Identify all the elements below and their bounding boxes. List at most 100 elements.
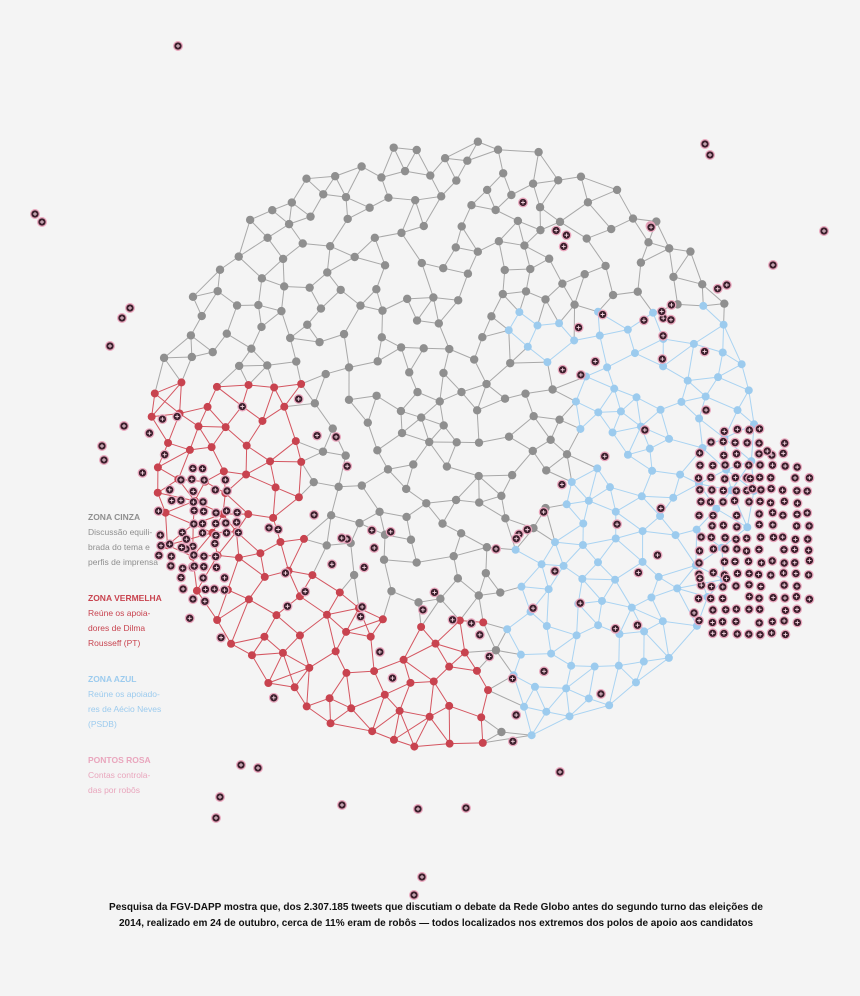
edge xyxy=(314,373,327,404)
robot-mark xyxy=(771,595,776,600)
node-gray xyxy=(493,145,503,154)
edge xyxy=(614,561,643,581)
node-red xyxy=(308,571,317,580)
edge xyxy=(179,406,208,414)
node-gray xyxy=(463,269,473,278)
edge xyxy=(351,694,385,709)
edge xyxy=(508,415,534,438)
edge xyxy=(485,547,488,574)
node-blue xyxy=(520,702,529,711)
edge xyxy=(340,289,361,307)
node-gray xyxy=(555,415,564,424)
edge xyxy=(326,592,341,615)
robot-mark xyxy=(190,466,195,471)
edge xyxy=(597,600,603,626)
edge xyxy=(717,376,749,391)
node-gray xyxy=(232,301,242,310)
node-gray xyxy=(355,518,364,528)
node-gray xyxy=(401,484,411,494)
edge xyxy=(400,347,410,373)
node-blue xyxy=(683,376,692,385)
edge xyxy=(574,335,600,341)
node-red xyxy=(297,380,306,389)
robot-mark xyxy=(756,572,761,577)
robot-mark xyxy=(721,499,726,504)
edge xyxy=(326,607,360,616)
node-gray xyxy=(419,344,428,353)
node-gray xyxy=(498,289,508,299)
node-blue xyxy=(611,575,620,584)
edge xyxy=(217,531,237,556)
node-gray xyxy=(451,243,460,252)
robot-mark xyxy=(735,427,740,432)
node-blue xyxy=(699,301,708,310)
edge xyxy=(586,238,607,267)
edge xyxy=(415,195,442,201)
edge xyxy=(350,707,373,732)
node-gray xyxy=(319,190,328,199)
robot-mark xyxy=(721,453,726,458)
node-red xyxy=(378,615,387,624)
robot-mark xyxy=(593,359,598,364)
edge xyxy=(216,365,240,388)
node-red xyxy=(297,457,306,466)
robot-mark xyxy=(769,453,774,458)
edge xyxy=(446,466,479,477)
robot-mark xyxy=(805,537,810,542)
robot-mark xyxy=(167,542,172,547)
node-blue xyxy=(503,625,512,634)
robot-mark xyxy=(747,594,752,599)
edge xyxy=(576,603,579,636)
node-red xyxy=(484,686,493,695)
robot-mark xyxy=(283,571,288,576)
edge xyxy=(612,426,642,433)
node-red xyxy=(280,402,289,411)
robot-mark xyxy=(732,498,737,503)
edge xyxy=(383,559,392,592)
edge xyxy=(483,621,508,630)
node-red xyxy=(153,463,162,472)
node-gray xyxy=(473,247,483,256)
edge xyxy=(601,600,632,609)
robot-mark xyxy=(642,428,647,433)
edge xyxy=(554,523,584,543)
edge xyxy=(717,352,724,378)
edge xyxy=(676,565,697,589)
edge xyxy=(216,619,232,644)
robot-mark xyxy=(697,560,702,565)
node-gray xyxy=(400,166,410,176)
node-gray xyxy=(474,438,484,447)
edge xyxy=(371,710,400,732)
edge xyxy=(267,237,284,260)
node-blue xyxy=(567,661,576,670)
edge xyxy=(330,707,352,724)
robot-mark xyxy=(746,559,751,564)
legend-text: brada do tema e xyxy=(88,542,150,552)
robot-mark xyxy=(236,530,241,535)
node-blue xyxy=(744,386,753,395)
edge xyxy=(534,686,547,712)
robot-mark xyxy=(747,571,752,576)
robot-mark xyxy=(794,488,799,493)
edge xyxy=(537,299,546,326)
edge xyxy=(608,665,620,706)
node-red xyxy=(291,437,300,446)
node-gray xyxy=(412,558,421,567)
robot-mark xyxy=(721,523,726,528)
edge xyxy=(698,418,725,439)
node-red xyxy=(244,595,253,604)
edge xyxy=(379,511,407,518)
node-blue xyxy=(639,657,648,666)
node-red xyxy=(406,678,415,687)
edge xyxy=(335,651,347,674)
node-gray xyxy=(482,379,491,389)
robot-mark xyxy=(100,444,104,448)
node-gray xyxy=(473,137,483,146)
edge xyxy=(423,196,442,227)
robot-mark xyxy=(782,441,787,446)
node-red xyxy=(219,467,228,476)
robot-mark xyxy=(477,632,482,637)
node-red xyxy=(213,615,222,624)
robot-mark xyxy=(312,512,317,517)
edge xyxy=(348,360,378,368)
